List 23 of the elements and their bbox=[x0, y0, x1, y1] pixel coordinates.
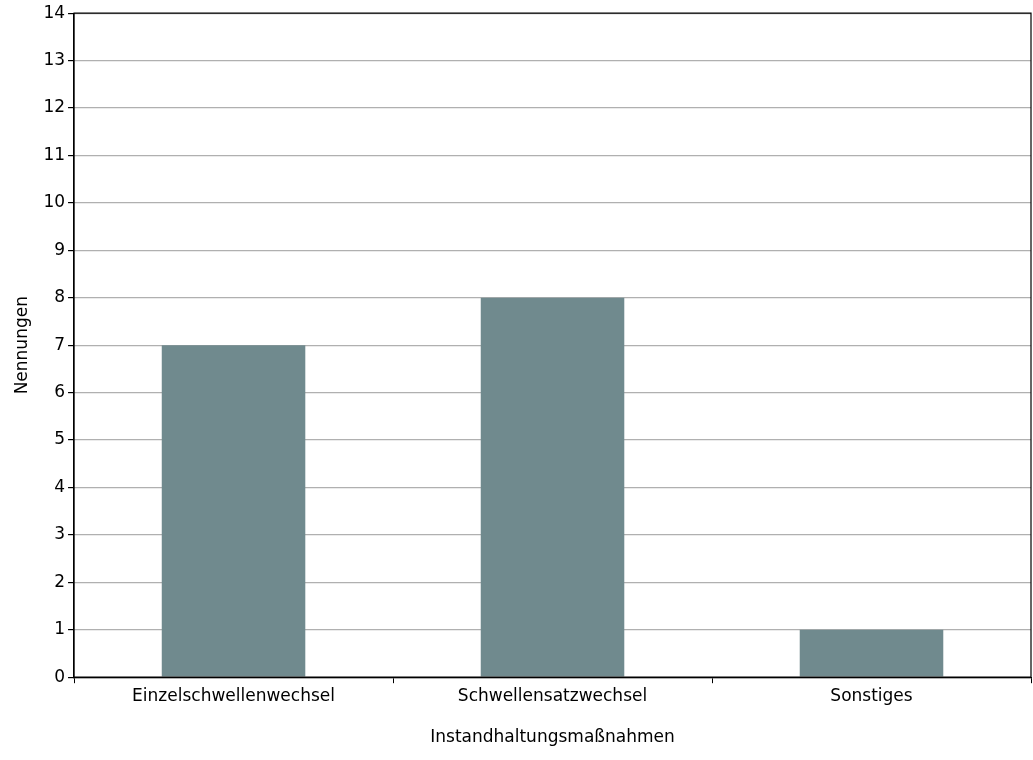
y-tick-label: 2 bbox=[54, 570, 66, 591]
x-tick-label: Sonstiges bbox=[830, 684, 913, 705]
x-axis-title: Instandhaltungsmaßnahmen bbox=[430, 726, 675, 747]
y-tick-label: 9 bbox=[54, 238, 66, 259]
bar bbox=[799, 629, 944, 677]
y-tick-label: 5 bbox=[54, 428, 66, 449]
y-tick-label: 7 bbox=[54, 333, 66, 354]
bar bbox=[161, 345, 306, 677]
y-tick-label: 14 bbox=[43, 1, 66, 22]
y-tick-label: 10 bbox=[43, 191, 66, 212]
bar bbox=[480, 297, 625, 677]
x-tick-label: Schwellensatzwechsel bbox=[457, 684, 648, 705]
y-tick-label: 13 bbox=[43, 49, 66, 70]
y-tick-label: 4 bbox=[54, 475, 66, 496]
y-tick-label: 8 bbox=[54, 286, 66, 307]
y-axis-title: Nennungen bbox=[10, 296, 31, 395]
x-tick-label: Einzelschwellenwechsel bbox=[132, 684, 335, 705]
y-tick-label: 12 bbox=[43, 96, 66, 117]
y-tick-label: 6 bbox=[54, 381, 66, 402]
y-tick-label: 3 bbox=[54, 523, 66, 544]
y-tick-label: 0 bbox=[54, 665, 66, 686]
y-tick-label: 11 bbox=[43, 143, 66, 164]
y-tick-label: 1 bbox=[54, 618, 66, 639]
